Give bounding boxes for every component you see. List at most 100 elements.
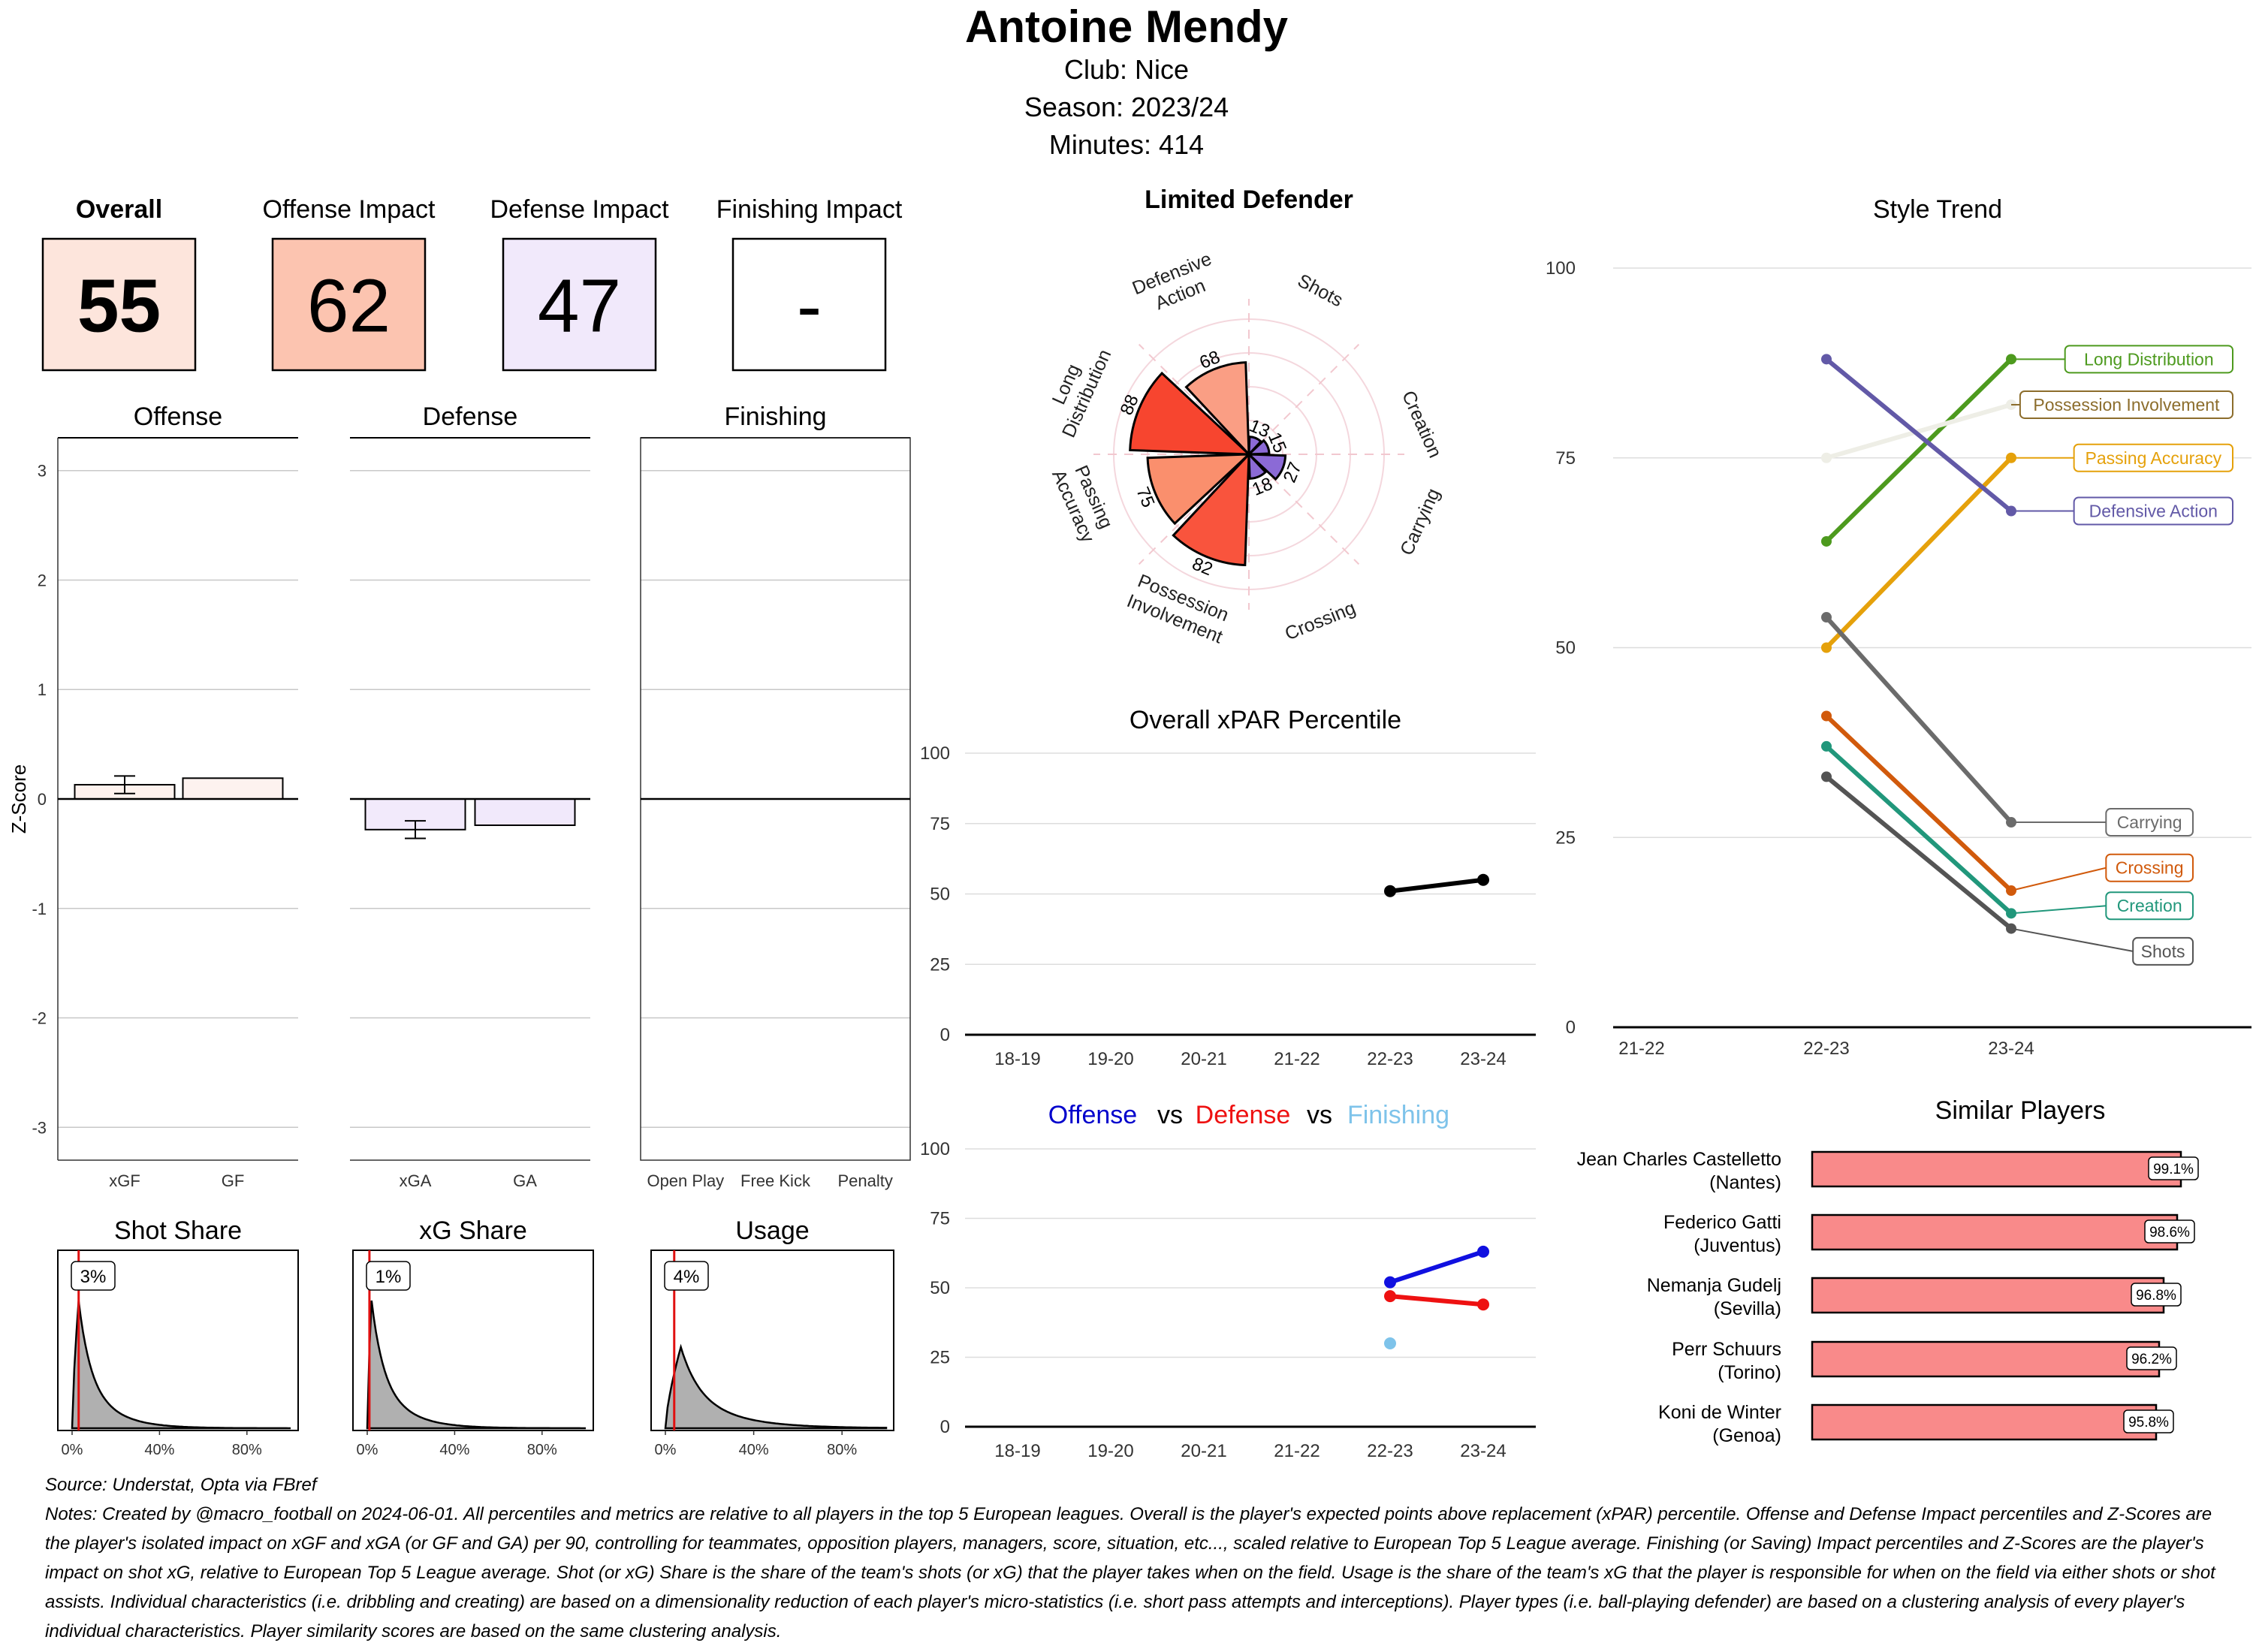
zscore-tick-label: -2: [32, 1009, 47, 1028]
source-note: Source: Understat, Opta via FBref: [45, 1475, 317, 1495]
x-tick-label: 22-23: [1367, 1441, 1413, 1461]
scorecards: Overall 55 Offense Impact 62 Defense Impact 4…: [41, 195, 903, 372]
x-tick-label: 80%: [232, 1442, 262, 1458]
zscore-panel-offense: Offense xGF GF: [57, 402, 298, 1190]
category-label-xgf: xGF: [109, 1171, 140, 1190]
series-point-defense: [1384, 1290, 1396, 1303]
panel-title: Shot Share: [114, 1216, 242, 1245]
panel-title: Defense: [423, 402, 518, 431]
trend-line-creation: [1824, 744, 2013, 915]
x-tick-label: 19-20: [1087, 1049, 1133, 1069]
ovd-title-part-finishing: Finishing: [1347, 1101, 1449, 1129]
similar-player-bar: [1811, 1213, 2179, 1251]
trend-point-creation: [1821, 740, 1832, 752]
similar-score-label: 96.2%: [2131, 1352, 2172, 1367]
x-tick-label: 18-19: [994, 1049, 1040, 1069]
zscore-panels: Z-Score 3 2 1 0 -1 -2 -3 Offense xGF GF Defense xGA G…: [8, 402, 911, 1190]
trend-label-carrying: Carrying: [2117, 812, 2182, 832]
zscore-tick-label: 2: [38, 571, 47, 589]
category-label-ga: GA: [513, 1171, 537, 1190]
y-tick-label: 100: [1546, 258, 1576, 279]
radar-wedge-creation: [1246, 439, 1271, 456]
category-label-xga: xGA: [400, 1171, 432, 1190]
series-point-offense: [1384, 1276, 1396, 1289]
scorecard-value-defense-impact: 47: [538, 264, 621, 348]
zscore-tick-label: -1: [32, 900, 47, 918]
zscore-panel-defense: Defense xGA GA: [350, 402, 590, 1190]
x-tick-label: 0%: [357, 1442, 379, 1458]
xpar-chart: Overall xPAR Percentile 100 75 50 25 0 18-19 19…: [920, 706, 1536, 1069]
panel-title: xG Share: [419, 1216, 527, 1245]
radar-wedge-long-distribution: [1129, 371, 1252, 456]
radar-category-long-distribution: LongDistribution: [1038, 337, 1116, 441]
minutes-line: Minutes: 414: [1049, 129, 1204, 160]
similar-score-label: 95.8%: [2128, 1415, 2169, 1430]
radar-category-word: Carrying: [1396, 485, 1444, 559]
trend-label-box: [2105, 808, 2194, 837]
zscore-panel-finishing: Finishing Open Play Free Kick Penalty: [640, 402, 911, 1190]
trend-point-possession-involvement: [1821, 452, 1832, 463]
zscore-tick-label: -3: [32, 1118, 47, 1137]
panel-title: Offense: [134, 402, 222, 431]
notes-text: Notes: Created by @macro_football on 202…: [45, 1504, 2215, 1641]
density-curve: [71, 1300, 291, 1430]
trend-line-possession-involvement: [1826, 402, 2012, 460]
similar-player-bar: [1811, 1277, 2165, 1314]
y-tick-label: 25: [930, 1348, 950, 1368]
similar-score-label: 98.6%: [2149, 1225, 2190, 1241]
radar-wedge-carrying: [1246, 453, 1287, 481]
x-tick-label: 20-21: [1181, 1049, 1226, 1069]
similar-player-name: Perr Schuurs: [1672, 1339, 1781, 1360]
y-tick-label: 50: [930, 1278, 950, 1298]
similar-player-club: (Juventus): [1694, 1235, 1781, 1256]
x-tick-label: 22-23: [1367, 1049, 1413, 1069]
scorecard-box-finishing-impact: [731, 237, 887, 372]
bar-gf: [182, 777, 284, 800]
y-tick-label: 0: [940, 1417, 950, 1437]
value-label-box: [71, 1261, 116, 1291]
radar-category-carrying: Carrying: [1396, 485, 1444, 559]
season-label: Season:: [1024, 92, 1123, 122]
category-label-gf: GF: [222, 1171, 245, 1190]
trend-point-long-distribution: [1821, 535, 1832, 547]
trend-line-shots: [1825, 775, 2013, 930]
trend-label-leader: [2010, 905, 2107, 915]
header: Antoine Mendy Club: Nice Season: 2023/24 M…: [965, 2, 1289, 160]
xpar-title: Overall xPAR Percentile: [1130, 706, 1401, 734]
x-tick-label: 0%: [62, 1442, 83, 1458]
style-trend-title: Style Trend: [1873, 195, 2002, 224]
x-tick-label: 21-22: [1274, 1441, 1320, 1461]
ovd-title-part-vs: vs: [1307, 1101, 1332, 1129]
x-tick-label: 19-20: [1087, 1441, 1133, 1461]
similar-player-bar: [1811, 1340, 2161, 1378]
share-panel-usage: Usage 4% 0% 40% 80%: [650, 1216, 894, 1458]
offense-defense-finishing-chart: Offense vs Defense vs Finishing 100 75 50 25 0 18-…: [920, 1101, 1536, 1461]
x-tick-label: 23-24: [1460, 1441, 1506, 1461]
radar-wedge-passing-accuracy: [1146, 453, 1252, 526]
scorecard-value-offense-impact: 62: [307, 264, 391, 348]
similar-score-box: [2131, 1283, 2182, 1307]
radar-category-creation: Creation: [1398, 387, 1446, 461]
scorecard-value-finishing-impact: -: [797, 264, 822, 348]
series-point-overall: [1477, 873, 1489, 886]
value-label: 1%: [376, 1267, 402, 1287]
bar-ga: [474, 798, 576, 826]
similar-score-box: [2123, 1409, 2174, 1433]
ovd-title-part-offense: Offense: [1048, 1101, 1137, 1129]
minutes-label: Minutes:: [1049, 129, 1151, 160]
y-tick-label: 50: [1555, 638, 1576, 659]
trend-label-box: [2019, 390, 2233, 419]
scorecard-title-defense-impact: Defense Impact: [490, 195, 669, 224]
trend-line-long-distribution: [1824, 357, 2013, 544]
series-point-defense: [1477, 1298, 1489, 1311]
y-tick-label: 25: [1555, 828, 1576, 848]
x-tick-label: 23-24: [1460, 1049, 1506, 1069]
trend-label-leader: [2010, 927, 2134, 952]
y-tick-label: 0: [1566, 1017, 1576, 1038]
similar-player-club: (Genoa): [1712, 1425, 1781, 1446]
radar-category-possession-involvement: PossessionInvolvement: [1124, 569, 1235, 647]
y-tick-label: 75: [930, 814, 950, 834]
y-tick-label: 75: [1555, 448, 1576, 469]
zscore-tick-label: 1: [38, 680, 47, 699]
